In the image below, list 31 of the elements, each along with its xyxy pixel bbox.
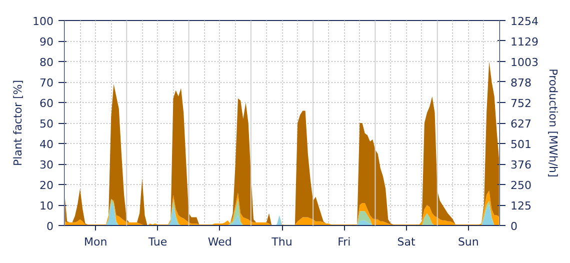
y-tick-label: 70 [40,76,54,90]
x-tick-label: Wed [208,236,232,248]
y2-tick-label: 752 [510,97,532,110]
x-tick-label: Tue [147,236,168,248]
y2-tick-label: 376 [510,158,532,172]
y-axis-title: Plant factor [%] [12,80,25,166]
y2-axis-title: Production [MWh/h] [546,68,560,178]
y-tick-label: 90 [40,36,54,48]
x-tick-label: Sat [397,236,416,248]
y-tick-label: 10 [40,200,54,212]
y2-tick-label: 501 [510,138,532,152]
y-tick-label: 20 [40,179,54,192]
y2-tick-label: 1129 [510,35,538,48]
y2-tick-label: 250 [510,179,532,192]
y-tick-label: 40 [40,138,54,151]
y-tick-label: 0 [46,220,54,233]
y2-tick-label: 0 [510,220,518,233]
x-tick-label: Thu [270,236,292,248]
y2-tick-label: 125 [510,200,532,213]
y2-tick-label: 1003 [510,56,538,70]
x-tick-label: Mon [84,236,108,248]
y-tick-label: 80 [40,56,54,69]
y-tick-label: 30 [40,158,54,172]
y-tick-label: 50 [40,118,54,130]
y2-tick-label: 1254 [510,15,538,28]
y-tick-label: 100 [32,15,54,28]
y-tick-label: 60 [40,97,54,110]
x-tick-label: Sun [458,236,479,248]
y2-tick-label: 878 [510,76,532,90]
y2-tick-label: 627 [510,118,532,130]
x-tick-label: Fri [338,236,351,248]
